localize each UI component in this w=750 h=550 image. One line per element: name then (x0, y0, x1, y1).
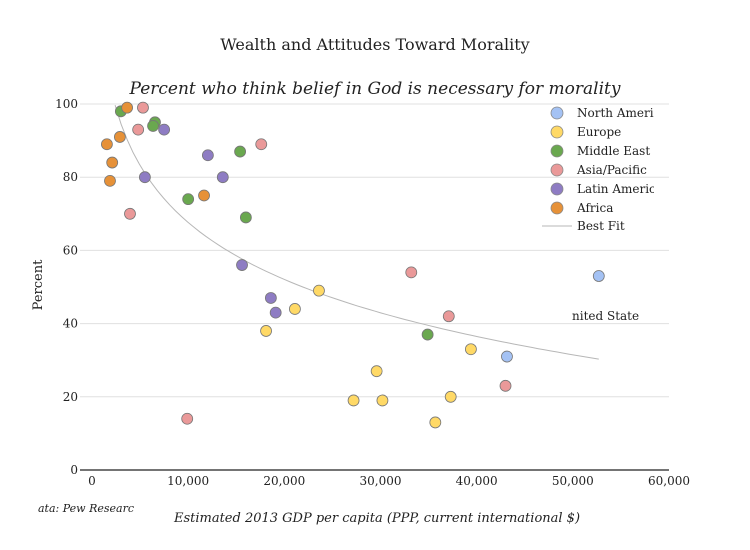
legend-label: Europe (577, 125, 621, 139)
data-point-north-ameri[interactable] (501, 350, 513, 363)
data-point-latin-americ[interactable] (216, 171, 229, 184)
data-point-europe[interactable] (289, 303, 301, 315)
legend-label: Asia/Pacific (576, 163, 647, 177)
data-point-middle-east[interactable] (147, 120, 159, 132)
x-tick-label: 50,000 (552, 474, 594, 488)
data-point-middle-east[interactable] (239, 211, 252, 224)
y-tick-label: 80 (63, 170, 78, 184)
data-point-north-ameri[interactable] (592, 270, 605, 282)
legend-marker (550, 182, 564, 196)
y-tick-label: 20 (63, 390, 78, 404)
data-point-middle-east[interactable] (421, 328, 434, 341)
data-point-europe[interactable] (260, 325, 272, 337)
data-point-europe[interactable] (464, 343, 477, 356)
legend-marker (550, 201, 564, 215)
legend-label: Middle East (577, 144, 650, 158)
data-point-africa[interactable] (101, 138, 113, 151)
legend-label: Latin Americ (577, 182, 656, 196)
data-point-latin-americ[interactable] (158, 123, 171, 136)
data-point-europe[interactable] (313, 284, 325, 297)
data-point-asia-pacific[interactable] (181, 412, 194, 425)
data-point-asia-pacific[interactable] (405, 266, 418, 279)
data-point-asia-pacific[interactable] (137, 101, 149, 114)
data-point-europe[interactable] (429, 416, 442, 429)
x-tick-label: 10,000 (167, 474, 209, 488)
data-point-africa[interactable] (113, 131, 126, 143)
chart-subtitle: Percent who think belief in God is neces… (129, 79, 621, 99)
x-tick-label: 40,000 (456, 474, 498, 488)
source-note: ata: Pew Researc (38, 502, 134, 515)
annotation-label: nited State (572, 309, 639, 323)
legend-label: Africa (576, 201, 613, 215)
legend-marker (550, 106, 564, 120)
data-point-asia-pacific[interactable] (124, 207, 136, 220)
x-tick-label: 60,000 (648, 474, 690, 488)
x-tick-label: 30,000 (360, 474, 402, 488)
x-tick-label: 0 (88, 474, 96, 488)
legend-marker (550, 125, 564, 139)
data-point-asia-pacific[interactable] (499, 379, 512, 392)
data-point-latin-americ[interactable] (236, 259, 248, 271)
data-point-middle-east[interactable] (182, 193, 195, 206)
data-point-africa[interactable] (198, 189, 210, 202)
data-point-asia-pacific[interactable] (442, 310, 455, 323)
y-axis-label: Percent (31, 259, 46, 310)
data-point-middle-east[interactable] (234, 145, 246, 158)
data-point-europe[interactable] (370, 365, 383, 378)
chart-title: Wealth and Attitudes Toward Morality (220, 35, 529, 54)
best-fit-line (114, 104, 599, 360)
y-tick-label: 100 (55, 97, 78, 111)
legend-marker (550, 144, 564, 158)
data-point-asia-pacific[interactable] (255, 138, 268, 151)
data-point-asia-pacific[interactable] (132, 123, 145, 136)
y-tick-label: 0 (70, 463, 78, 477)
data-point-latin-americ[interactable] (269, 306, 282, 319)
legend-label: North Ameri (577, 106, 654, 120)
y-tick-label: 60 (63, 243, 78, 257)
data-point-africa[interactable] (121, 101, 134, 114)
x-axis-label: Estimated 2013 GDP per capita (PPP, curr… (173, 511, 580, 526)
data-point-latin-americ[interactable] (201, 149, 214, 162)
data-point-europe[interactable] (347, 394, 360, 407)
legend-label: Best Fit (577, 219, 625, 233)
data-point-latin-americ[interactable] (138, 171, 151, 184)
data-point-africa[interactable] (106, 156, 119, 169)
legend-marker (550, 163, 564, 177)
data-point-latin-americ[interactable] (264, 292, 277, 304)
data-point-europe[interactable] (376, 394, 389, 407)
data-point-africa[interactable] (104, 174, 116, 187)
data-point-europe[interactable] (444, 390, 457, 403)
x-tick-label: 20,000 (263, 474, 305, 488)
y-tick-label: 40 (63, 317, 78, 331)
